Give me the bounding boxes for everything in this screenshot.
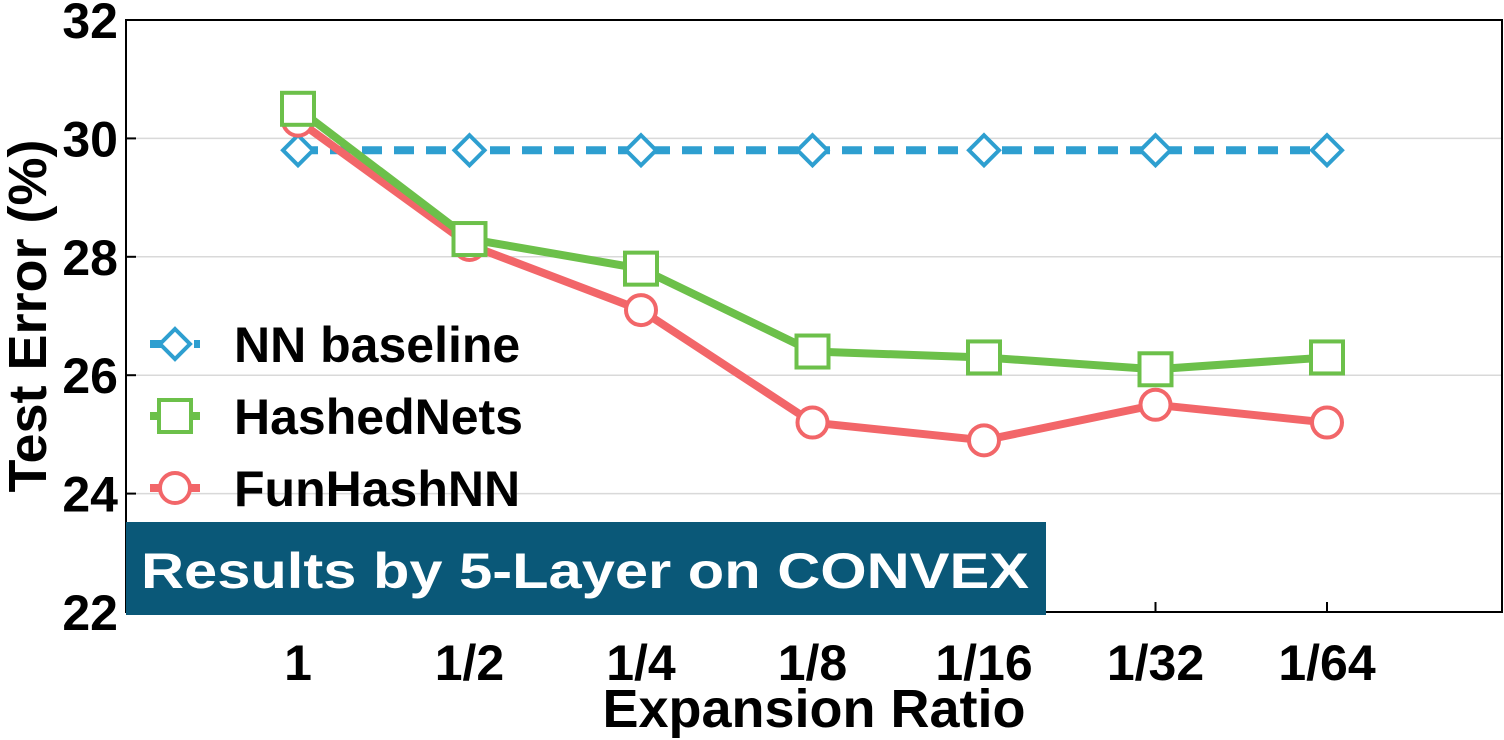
- legend-item: FunHashNN: [150, 461, 520, 517]
- x-tick-label: 1/64: [1278, 635, 1376, 691]
- data-point: [794, 132, 831, 169]
- annotation-text: Results by 5-Layer on CONVEX: [141, 543, 1029, 599]
- data-point: [623, 250, 659, 287]
- data-point: [1310, 405, 1344, 440]
- y-tick-label: 22: [62, 585, 118, 641]
- data-point: [623, 132, 659, 169]
- data-point: [451, 132, 488, 169]
- data-point: [966, 132, 1002, 169]
- x-tick-label: 1/8: [778, 635, 848, 691]
- x-tick-label: 1/32: [1107, 635, 1204, 691]
- legend-label: HashedNets: [234, 389, 523, 445]
- x-axis: 1 1/2 1/4 1/8 1/16 1/32 1/64: [284, 602, 1376, 691]
- data-point: [967, 423, 1001, 458]
- legend: NN baseline HashedNets FunHashNN: [150, 317, 523, 517]
- data-point: [624, 293, 658, 328]
- data-point: [795, 405, 830, 440]
- x-tick-label: 1: [284, 635, 312, 691]
- data-point: [280, 90, 316, 127]
- data-point: [794, 333, 831, 370]
- legend-item: HashedNets: [150, 389, 523, 445]
- legend-marker: [157, 326, 193, 362]
- y-tick-label: 30: [62, 111, 118, 167]
- series-layer: [280, 90, 1345, 458]
- series-nn-baseline: [280, 132, 1345, 169]
- y-tick-label: 28: [62, 230, 118, 286]
- y-tick-label: 32: [62, 0, 118, 49]
- annotation-box: [126, 522, 1046, 615]
- y-axis-title: Test Error (%): [0, 139, 58, 492]
- data-point: [1309, 132, 1345, 169]
- legend-marker: [157, 398, 193, 434]
- y-axis: 22 24 26 28 30 32: [62, 0, 136, 641]
- y-tick-label: 24: [62, 467, 118, 523]
- data-point: [1138, 387, 1173, 422]
- legend-label: FunHashNN: [234, 461, 520, 517]
- data-point: [1309, 339, 1345, 376]
- y-tick-label: 26: [62, 348, 118, 404]
- data-point: [451, 221, 488, 258]
- series-hashednets: [280, 90, 1345, 388]
- x-tick-label: 1/2: [435, 635, 505, 691]
- data-point: [1137, 351, 1174, 388]
- annotation-banner: Results by 5-Layer on CONVEX: [126, 522, 1046, 615]
- data-point: [1137, 132, 1174, 169]
- legend-item: NN baseline: [150, 317, 520, 373]
- data-point: [966, 339, 1002, 376]
- data-point: [280, 132, 316, 169]
- x-tick-label: 1/4: [606, 635, 676, 691]
- legend-marker: [158, 471, 192, 505]
- legend-label: NN baseline: [234, 317, 520, 373]
- x-tick-label: 1/16: [935, 635, 1032, 691]
- x-axis-title: Expansion Ratio: [602, 679, 1025, 739]
